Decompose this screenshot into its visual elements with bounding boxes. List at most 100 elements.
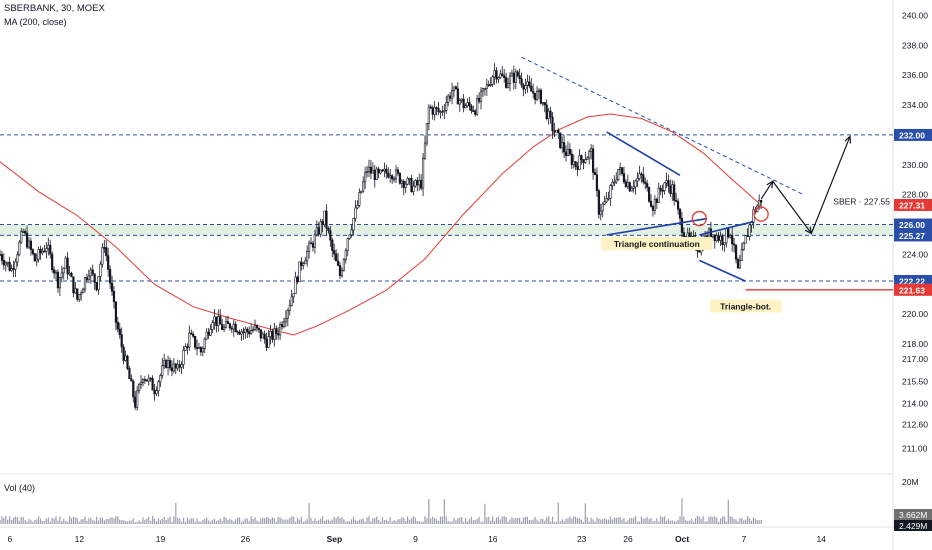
price-badge-label: 222.22: [899, 276, 925, 286]
volume-bar: [760, 519, 762, 524]
volume-bar: [184, 521, 187, 524]
volume-bar: [532, 519, 534, 524]
candle-body: [673, 184, 676, 201]
volume-bar: [553, 521, 556, 524]
candle-body: [333, 250, 336, 255]
candle-body: [163, 360, 166, 366]
projection-segment: [760, 180, 774, 200]
candle-body: [213, 316, 216, 323]
candle-body: [197, 347, 201, 349]
price-tick-label: 238.00: [902, 40, 928, 50]
candle-body: [721, 236, 724, 245]
candle-body: [727, 228, 730, 238]
volume-bar: [310, 517, 312, 524]
volume-bar: [347, 521, 349, 524]
candle-body: [192, 333, 195, 337]
price-tick-label: 218.00: [902, 339, 928, 349]
volume-bar: [30, 520, 32, 524]
candle-body: [624, 181, 628, 187]
volume-bar: [362, 518, 364, 524]
volume-bar: [289, 517, 291, 524]
trendline: [606, 131, 681, 176]
chart-symbol-title[interactable]: SBERBANK, 30, MOEX: [4, 3, 105, 14]
volume-bar: [246, 518, 248, 524]
candle-body: [236, 331, 239, 333]
volume-badge: [894, 509, 932, 520]
volume-bar: [88, 518, 90, 524]
candle-body: [682, 232, 685, 238]
volume-bar: [381, 517, 384, 524]
candle-body: [497, 77, 500, 80]
volume-bar: [376, 516, 378, 524]
candle-body: [657, 187, 660, 203]
volume-bar: [743, 520, 745, 524]
volume-bar: [609, 516, 612, 524]
volume-bar: [123, 520, 125, 524]
volume-bar: [544, 520, 546, 524]
breakout-circle-marker: [691, 210, 707, 227]
volume-bar: [1, 516, 3, 524]
volume-indicator-legend[interactable]: Vol (40): [4, 483, 36, 493]
volume-bar: [383, 520, 386, 524]
volume-bar: [41, 520, 44, 524]
candle-body: [195, 347, 199, 349]
candle-body: [168, 360, 172, 369]
volume-bar: [652, 521, 654, 524]
candle-body: [159, 375, 162, 383]
volume-bar: [144, 519, 146, 524]
candle-body: [103, 247, 106, 249]
volume-bar: [474, 519, 476, 524]
volume-bar: [366, 517, 368, 524]
indicator-legend[interactable]: MA (200, close): [4, 17, 67, 27]
candle-body: [280, 324, 284, 327]
volume-bar: [721, 516, 724, 524]
candle-body: [0, 254, 4, 261]
candle-body: [653, 198, 656, 211]
candle-body: [402, 180, 405, 188]
volume-bar: [515, 517, 517, 524]
volume-bar: [352, 516, 355, 524]
time-tick-label: 19: [156, 534, 166, 544]
candle-body: [412, 185, 415, 193]
volume-bar: [72, 516, 75, 524]
time-axis[interactable]: 6 12 19 26 Sep 9 16 23 26 Oct 7 14: [7, 534, 826, 544]
price-badge: [894, 218, 932, 231]
price-axis[interactable]: 240.00 238.00 236.00 234.00 232.00 230.00 228.…: [833, 10, 932, 531]
candle-body: [545, 104, 548, 119]
candle-body: [385, 168, 388, 174]
volume-bar: [735, 519, 737, 524]
volume-bar: [567, 518, 569, 524]
candle-body: [354, 207, 357, 219]
candle-body: [41, 250, 44, 254]
candle-body: [499, 73, 502, 78]
volume-bar: [233, 521, 235, 524]
volume-bar: [281, 518, 283, 524]
candle-body: [52, 269, 56, 274]
volume-bar: [385, 519, 387, 524]
candle-body: [470, 105, 473, 111]
candle-body: [590, 148, 593, 152]
candle-body: [427, 106, 430, 124]
candle-body: [217, 316, 220, 326]
volume-bar: [304, 520, 306, 524]
candle-body: [564, 151, 568, 156]
volume-bar: [349, 521, 351, 524]
volume-bar: [424, 516, 426, 524]
candle-body: [479, 90, 483, 102]
volume-bar: [439, 516, 442, 524]
volume-bar: [745, 519, 747, 524]
trendline: [521, 56, 804, 196]
volume-bar: [580, 519, 583, 524]
volume-bar: [117, 516, 119, 524]
volume-bar: [733, 518, 735, 524]
volume-bar: [505, 516, 507, 524]
candle-body: [24, 231, 27, 234]
volume-bar: [364, 521, 366, 524]
volume-bar: [387, 521, 389, 524]
candle-body: [634, 180, 637, 188]
candle-body: [155, 390, 158, 395]
volume-bar: [115, 516, 117, 524]
candle-body: [387, 172, 390, 178]
candle-body: [238, 332, 241, 335]
